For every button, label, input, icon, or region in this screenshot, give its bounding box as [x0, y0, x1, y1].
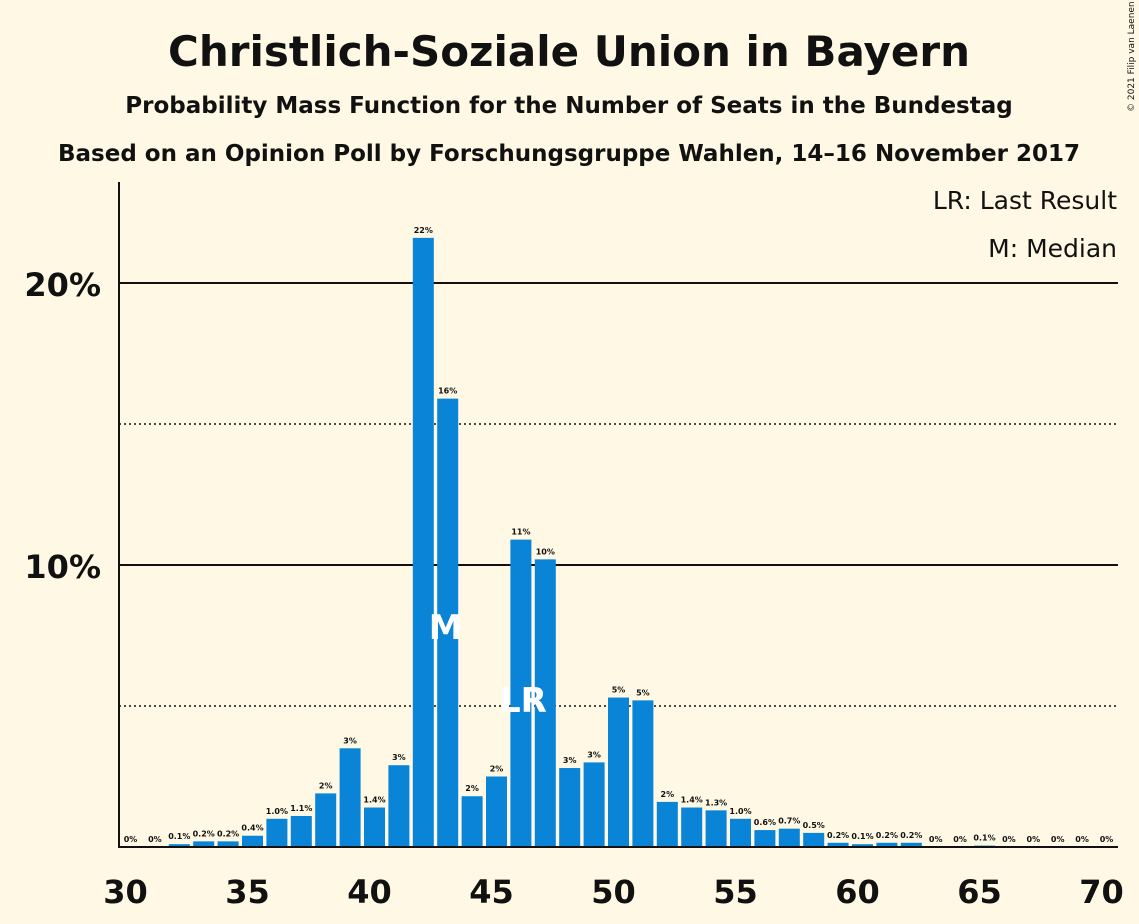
copyright-text: © 2021 Filip van Laenen: [1127, 1, 1137, 112]
bar-seat-52: [656, 801, 678, 847]
value-label-seat-39: 3%: [343, 736, 357, 745]
x-tick-label: 70: [1079, 873, 1124, 911]
value-label-seat-61: 0.2%: [876, 831, 898, 840]
value-label-seat-69: 0%: [1075, 835, 1089, 844]
value-label-seat-52: 2%: [661, 790, 675, 799]
bar-seat-61: [876, 842, 898, 847]
value-label-seat-51: 5%: [636, 688, 650, 697]
axes: [118, 182, 1118, 848]
bar-seat-36: [266, 818, 288, 847]
value-label-seat-53: 1.4%: [681, 796, 703, 805]
value-label-seat-62: 0.2%: [900, 831, 922, 840]
value-label-seat-49: 3%: [587, 750, 601, 759]
last-result-marker: LR: [499, 681, 547, 721]
x-tick-label: 30: [103, 873, 148, 911]
value-label-seat-65: 0.1%: [973, 834, 995, 843]
value-label-seat-57: 0.7%: [778, 817, 800, 826]
y-tick-label: 20%: [24, 266, 101, 304]
value-label-seat-64: 0%: [953, 835, 967, 844]
bar-seat-50: [608, 697, 629, 847]
value-label-seat-41: 3%: [392, 753, 406, 762]
legend-median: M: Median: [988, 234, 1117, 263]
value-label-seat-43: 16%: [438, 387, 457, 396]
value-label-seat-63: 0%: [929, 835, 943, 844]
value-label-seat-55: 1.0%: [729, 807, 751, 816]
bar-seat-54: [705, 810, 727, 847]
bar-seat-51: [632, 700, 654, 847]
value-label-seat-44: 2%: [465, 784, 479, 793]
value-label-seat-35: 0.4%: [241, 824, 263, 833]
value-label-seat-45: 2%: [490, 765, 504, 774]
y-tick-label: 10%: [24, 548, 101, 586]
x-tick-label: 45: [469, 873, 514, 911]
gridlines: [119, 282, 1118, 707]
bar-seat-56: [754, 830, 776, 847]
median-marker: M: [429, 608, 463, 648]
value-label-seat-46: 11%: [511, 528, 530, 537]
bar-seat-46: [510, 539, 532, 847]
value-label-seat-66: 0%: [1002, 835, 1016, 844]
value-label-seat-48: 3%: [563, 756, 577, 765]
bar-seat-33: [193, 841, 215, 847]
value-label-seat-68: 0%: [1051, 835, 1065, 844]
bars: [168, 237, 995, 847]
value-label-seat-31: 0%: [148, 835, 162, 844]
value-label-seat-34: 0.2%: [217, 829, 239, 838]
value-label-seat-47: 10%: [536, 547, 555, 556]
markers: M LR: [429, 608, 547, 721]
bar-seat-43: [437, 398, 459, 847]
bar-seat-53: [681, 807, 703, 847]
value-label-seat-59: 0.2%: [827, 831, 849, 840]
bar-seat-48: [559, 768, 581, 847]
value-label-seat-60: 0.1%: [851, 832, 873, 841]
bar-seat-59: [827, 842, 849, 847]
value-label-seat-54: 1.3%: [705, 798, 727, 807]
x-tick-label: 65: [957, 873, 1002, 911]
bar-seat-45: [486, 776, 507, 847]
chart-title: Christlich-Soziale Union in Bayern: [168, 27, 970, 76]
bar-seat-35: [242, 835, 263, 847]
value-label-seat-33: 0.2%: [193, 829, 215, 838]
x-tick-label: 35: [225, 873, 270, 911]
value-labels: 0% 0% 0.1% 0.2% 0.2%0.4%1.0% 1.1%2%3%1.4%3%22…: [124, 226, 1114, 844]
bar-seat-39: [339, 748, 361, 847]
value-label-seat-38: 2%: [319, 781, 333, 790]
chart-source: Based on an Opinion Poll by Forschungsgr…: [58, 141, 1080, 167]
value-label-seat-58: 0.5%: [803, 821, 825, 830]
bar-seat-62: [900, 842, 922, 847]
value-label-seat-42: 22%: [414, 226, 433, 235]
value-label-seat-56: 0.6%: [754, 818, 776, 827]
tick-labels: 30 35 40 45 50 55 60 65 70 10% 20%: [24, 266, 1123, 911]
chart-subtitle: Probability Mass Function for the Number…: [125, 93, 1012, 119]
bar-seat-49: [583, 762, 605, 847]
bar-seat-41: [388, 765, 410, 847]
value-label-seat-30: 0%: [124, 835, 138, 844]
value-label-seat-70: 0%: [1100, 835, 1114, 844]
bar-seat-55: [730, 818, 751, 847]
bar-seat-37: [290, 815, 312, 847]
value-label-seat-32: 0.1%: [168, 832, 190, 841]
bar-seat-60: [852, 844, 873, 847]
bar-seat-57: [778, 828, 800, 847]
legend-last-result: LR: Last Result: [933, 186, 1117, 215]
bar-seat-47: [534, 559, 556, 847]
value-label-seat-36: 1.0%: [266, 807, 288, 816]
bar-seat-42: [412, 237, 434, 847]
bar-seat-32: [168, 844, 190, 847]
bar-seat-44: [461, 796, 483, 847]
value-label-seat-50: 5%: [612, 686, 626, 695]
x-tick-label: 55: [713, 873, 758, 911]
bar-seat-38: [315, 793, 337, 847]
value-label-seat-67: 0%: [1027, 835, 1041, 844]
value-label-seat-37: 1.1%: [290, 804, 312, 813]
x-tick-label: 60: [835, 873, 880, 911]
bar-seat-40: [364, 807, 385, 847]
bar-seat-34: [217, 841, 239, 847]
bar-seat-58: [803, 832, 825, 847]
value-label-seat-40: 1.4%: [363, 796, 385, 805]
x-tick-label: 40: [347, 873, 392, 911]
x-tick-label: 50: [591, 873, 636, 911]
